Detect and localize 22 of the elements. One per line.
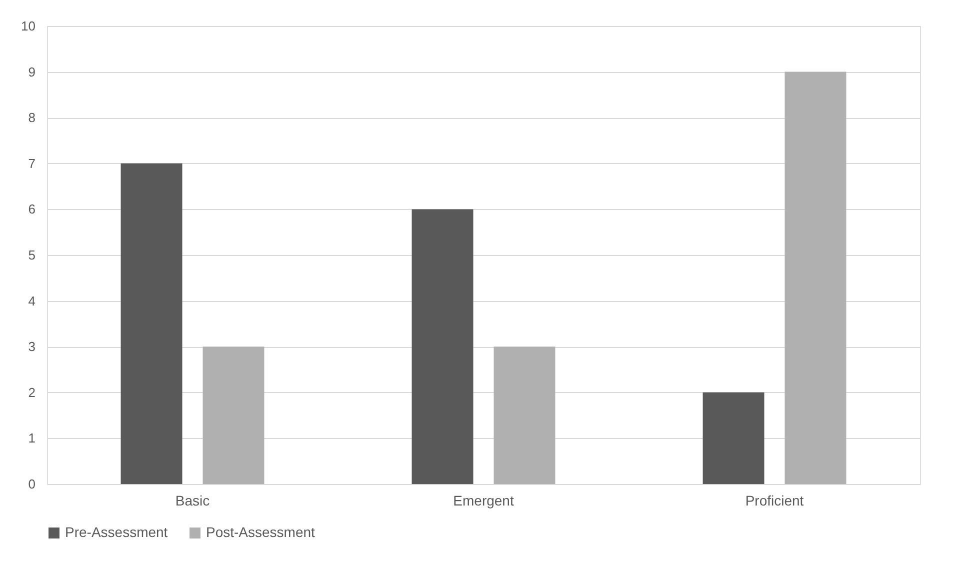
y-tick-label: 10 [21,18,36,34]
x-tick-label: Emergent [453,492,514,508]
legend-label: Pre-Assessment [65,524,168,540]
bar [784,72,846,484]
y-tick-label: 0 [28,476,36,492]
x-tick-label: Proficient [745,492,804,508]
bar [120,163,182,484]
y-tick-label: 8 [28,110,36,126]
y-tick-label: 7 [28,156,36,171]
y-tick-label: 4 [28,293,36,308]
bar [412,209,474,484]
bar [202,346,264,484]
y-tick-label: 1 [28,430,36,446]
legend-label: Post-Assessment [206,524,316,540]
y-tick-label: 3 [28,339,36,354]
bar [702,392,764,484]
y-tick-label: 6 [28,202,36,217]
bar [494,346,556,484]
x-tick-label: Basic [175,492,210,508]
y-tick-label: 5 [28,248,36,262]
y-tick-label: 9 [28,64,36,80]
y-tick-label: 2 [28,384,36,400]
